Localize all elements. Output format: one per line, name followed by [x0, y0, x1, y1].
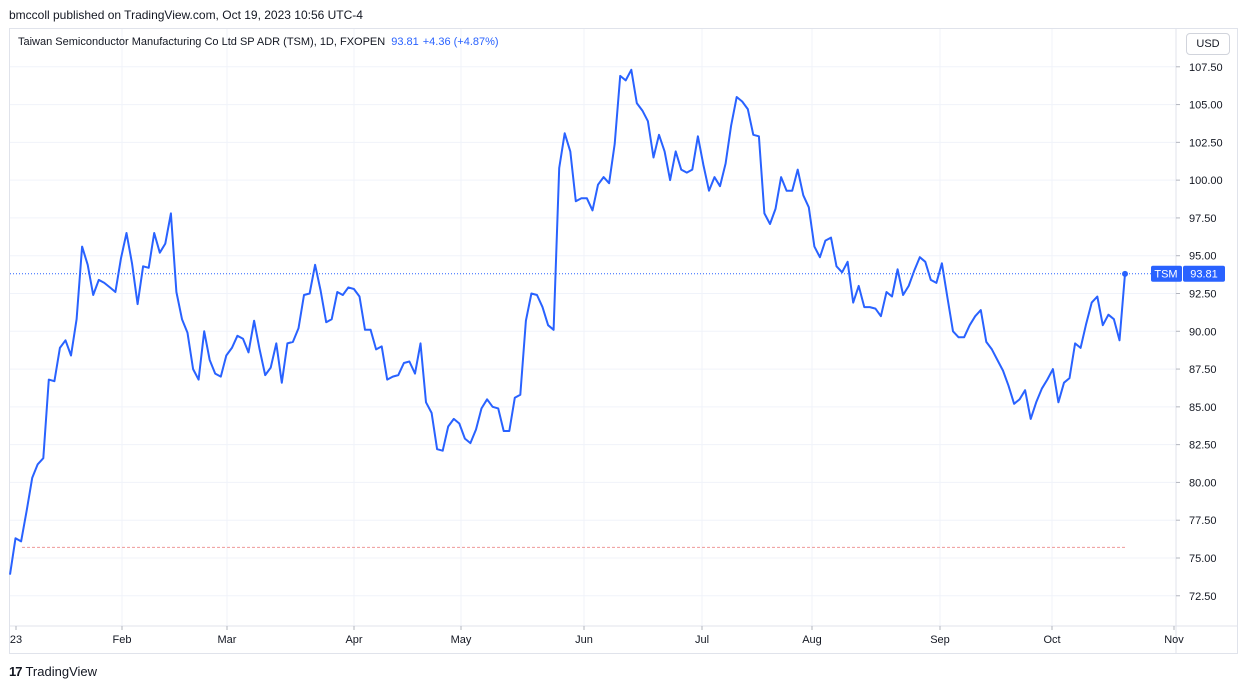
y-tick-label: 92.50 — [1189, 288, 1217, 300]
y-tick-label: 97.50 — [1189, 213, 1217, 225]
y-tick-label: 102.50 — [1189, 137, 1223, 149]
price-tag-label: 93.81 — [1190, 269, 1218, 281]
time-axis: 23 Feb Mar Apr May Jun Jul Aug Sep Oct Nov — [9, 625, 1238, 646]
x-tick-label: Jun — [575, 634, 593, 646]
x-tick-label: Mar — [218, 634, 237, 646]
y-tick-label: 85.00 — [1189, 402, 1217, 414]
y-tick-label: 77.50 — [1189, 515, 1217, 527]
y-tick-label: 80.00 — [1189, 477, 1217, 489]
x-tick-label: May — [451, 634, 472, 646]
x-tick-label: Nov — [1164, 634, 1184, 646]
y-tick-label: 90.00 — [1189, 326, 1217, 338]
y-tick-label: 75.00 — [1189, 553, 1217, 565]
x-tick-label: Feb — [113, 634, 132, 646]
price-tag — [1183, 265, 1225, 282]
price-series-line[interactable] — [9, 68, 1126, 575]
y-tick-label: 82.50 — [1189, 440, 1217, 452]
overlay-layer: TSM 93.81 — [10, 265, 1225, 548]
y-tick-label: 100.00 — [1189, 175, 1223, 187]
legend-price: 93.81 — [391, 36, 419, 48]
published-byline: bmccoll published on TradingView.com, Oc… — [9, 8, 363, 22]
x-tick-label: Apr — [345, 634, 362, 646]
price-axis: 72.50 75.00 77.50 80.00 82.50 85.00 87.50 90.00… — [1175, 29, 1223, 653]
tradingview-logo-icon: 17 — [9, 664, 23, 679]
x-tick-label: Sep — [930, 634, 950, 646]
symbol-title: Taiwan Semiconductor Manufacturing Co Lt… — [18, 36, 386, 48]
symbol-tag — [1151, 265, 1182, 282]
brand-label: TradingView — [25, 664, 98, 679]
x-tick-label: Jul — [695, 634, 709, 646]
y-tick-label: 107.50 — [1189, 62, 1223, 74]
x-tick-label: Aug — [802, 634, 822, 646]
series-layer — [9, 68, 1126, 575]
chart-legend: Taiwan Semiconductor Manufacturing Co Lt… — [18, 36, 499, 48]
last-price-dot — [1122, 270, 1128, 277]
y-tick-label: 95.00 — [1189, 251, 1217, 263]
symbol-tag-label: TSM — [1154, 269, 1177, 281]
legend-change: +4.36 (+4.87%) — [422, 36, 499, 48]
x-tick-label: Oct — [1043, 634, 1060, 646]
currency-button[interactable]: USD — [1186, 33, 1230, 55]
tradingview-brand[interactable]: 17 TradingView — [9, 664, 97, 679]
y-tick-label: 87.50 — [1189, 364, 1217, 376]
x-tick-label: 23 — [10, 634, 22, 646]
y-tick-label: 105.00 — [1189, 100, 1223, 112]
y-tick-label: 72.50 — [1189, 591, 1217, 603]
chart-frame — [9, 28, 1238, 654]
